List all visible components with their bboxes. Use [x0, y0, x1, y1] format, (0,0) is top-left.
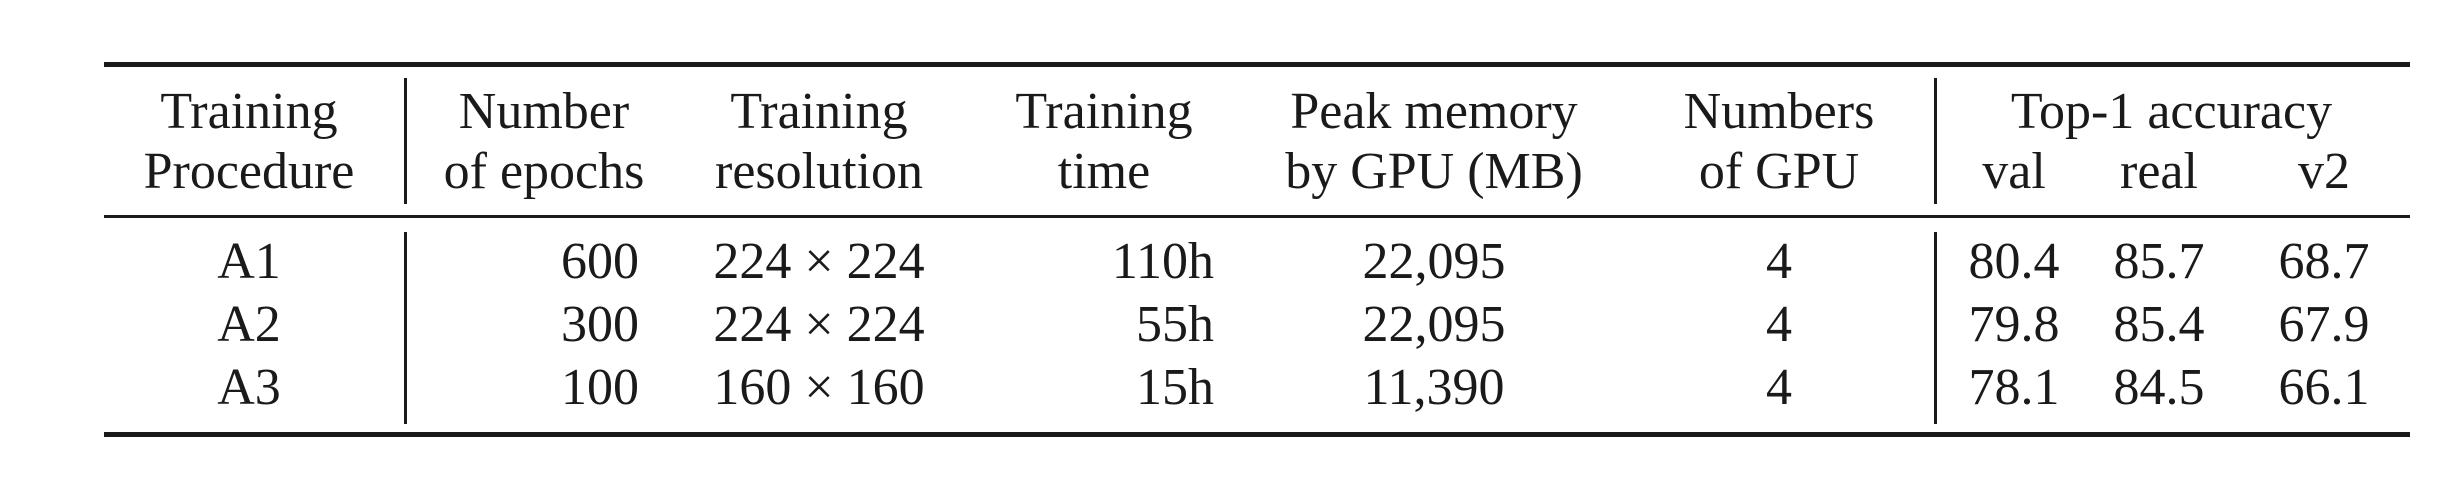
header-training-resolution-line2: resolution [715, 143, 923, 200]
row-a1-memory: 22,095 [1362, 233, 1506, 290]
body-separator-left [404, 232, 407, 424]
header-separator-left [404, 78, 407, 204]
header-training-time-line2: time [1057, 143, 1151, 200]
header-peak-memory-line1: Peak memory [1290, 83, 1578, 140]
row-a2-epochs: 300 [561, 296, 639, 353]
row-a3-gpus: 4 [1766, 359, 1792, 416]
row-a2-procedure: A2 [217, 296, 281, 353]
row-a2-val: 79.8 [1968, 296, 2060, 353]
header-numbers-of-gpu-line2: of GPU [1698, 143, 1860, 200]
row-a3-val: 78.1 [1968, 359, 2060, 416]
header-numbers-of-gpu-line1: Numbers [1683, 83, 1875, 140]
table-bottom-rule [104, 432, 2410, 437]
row-a3-real: 84.5 [2113, 359, 2205, 416]
row-a3-epochs: 100 [561, 359, 639, 416]
row-a2-resolution: 224 × 224 [713, 296, 925, 353]
row-a3-resolution: 160 × 160 [713, 359, 925, 416]
body-separator-right [1934, 232, 1937, 424]
header-separator-right [1934, 78, 1937, 204]
row-a3-time: 15h [1136, 359, 1214, 416]
header-top1-val: val [1982, 143, 2046, 200]
row-a1-val: 80.4 [1968, 233, 2060, 290]
header-training-procedure-line1: Training [160, 83, 338, 140]
row-a2-v2: 67.9 [2278, 296, 2370, 353]
row-a2-memory: 22,095 [1362, 296, 1506, 353]
row-a1-resolution: 224 × 224 [713, 233, 925, 290]
row-a3-procedure: A3 [217, 359, 281, 416]
header-top1-real: real [2120, 143, 2198, 200]
row-a1-epochs: 600 [561, 233, 639, 290]
row-a2-real: 85.4 [2113, 296, 2205, 353]
header-number-of-epochs-line1: Number [458, 83, 630, 140]
header-training-resolution-line1: Training [730, 83, 908, 140]
header-training-procedure-line2: Procedure [143, 143, 355, 200]
header-top1-v2: v2 [2298, 143, 2350, 200]
header-number-of-epochs-line2: of epochs [443, 143, 645, 200]
header-training-time-line1: Training [1015, 83, 1193, 140]
row-a1-real: 85.7 [2113, 233, 2205, 290]
header-peak-memory-line2: by GPU (MB) [1285, 143, 1583, 200]
row-a1-gpus: 4 [1766, 233, 1792, 290]
row-a2-gpus: 4 [1766, 296, 1792, 353]
row-a3-v2: 66.1 [2278, 359, 2370, 416]
row-a2-time: 55h [1136, 296, 1214, 353]
table-top-rule [104, 62, 2410, 67]
header-top1-accuracy: Top-1 accuracy [2010, 83, 2333, 140]
row-a3-memory: 11,390 [1363, 359, 1505, 416]
table-header-rule [104, 215, 2410, 218]
row-a1-v2: 68.7 [2278, 233, 2370, 290]
row-a1-procedure: A1 [217, 233, 281, 290]
row-a1-time: 110h [1111, 233, 1214, 290]
